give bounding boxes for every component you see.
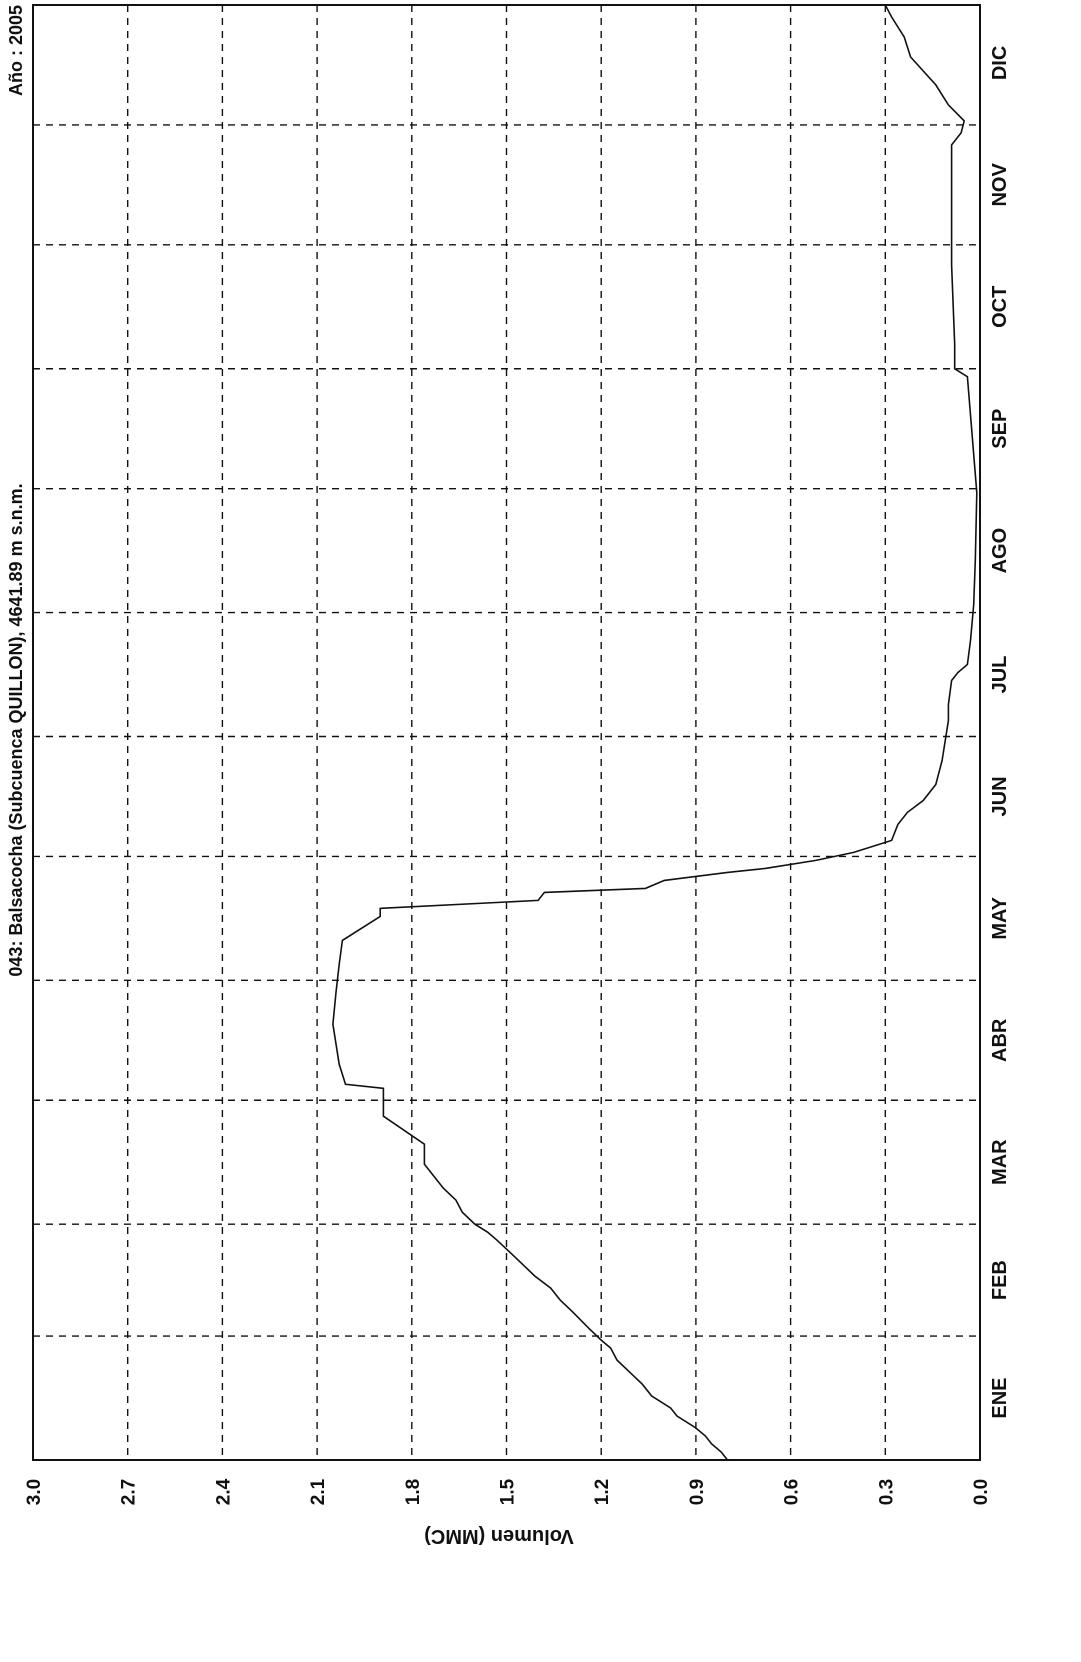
y-tick-label: 0.0 xyxy=(971,1479,992,1505)
y-axis-label: Volumen (MMC) xyxy=(424,1525,574,1547)
x-month-label: MAY xyxy=(989,896,1011,939)
x-month-label: NOV xyxy=(989,163,1011,207)
x-month-label: SEP xyxy=(989,409,1011,449)
y-tick-label: 1.5 xyxy=(498,1478,519,1505)
y-tick-label: 2.7 xyxy=(119,1479,140,1505)
x-month-label: DIC xyxy=(989,46,1011,80)
x-month-label: OCT xyxy=(989,286,1011,328)
x-month-labels: ENE FEB MAR ABR MAY JUN JUL AGO SEP OCT NOV DIC xyxy=(989,46,1011,1419)
y-tick-labels: 0.0 0.3 0.6 0.9 1.2 1.5 1.8 2.1 2.4 2.7 3.0 xyxy=(24,1478,992,1505)
chart-title: 043: Balsacocha (Subcuenca QUILLON), 464… xyxy=(6,483,26,976)
x-month-label: JUN xyxy=(989,776,1011,816)
year-label: Año : 2005 xyxy=(6,5,26,96)
x-month-label: JUL xyxy=(989,656,1011,694)
x-month-label: ENE xyxy=(989,1377,1011,1418)
y-tick-label: 2.4 xyxy=(213,1478,234,1505)
y-tick-label: 2.1 xyxy=(308,1478,329,1505)
x-month-label: FEB xyxy=(989,1260,1011,1300)
y-tick-label: 1.2 xyxy=(592,1479,613,1505)
y-tick-label: 3.0 xyxy=(24,1479,45,1505)
series-line-volume xyxy=(332,4,978,1461)
plot-frame xyxy=(32,4,981,1461)
y-tick-label: 0.6 xyxy=(782,1479,803,1505)
x-month-label: ABR xyxy=(989,1018,1011,1062)
x-month-label: MAR xyxy=(989,1139,1011,1185)
y-tick-label: 0.9 xyxy=(687,1479,708,1505)
grid-lines xyxy=(33,5,980,1460)
x-month-label: AGO xyxy=(989,528,1011,574)
y-tick-label: 0.3 xyxy=(876,1479,897,1505)
y-tick-label: 1.8 xyxy=(403,1479,424,1505)
